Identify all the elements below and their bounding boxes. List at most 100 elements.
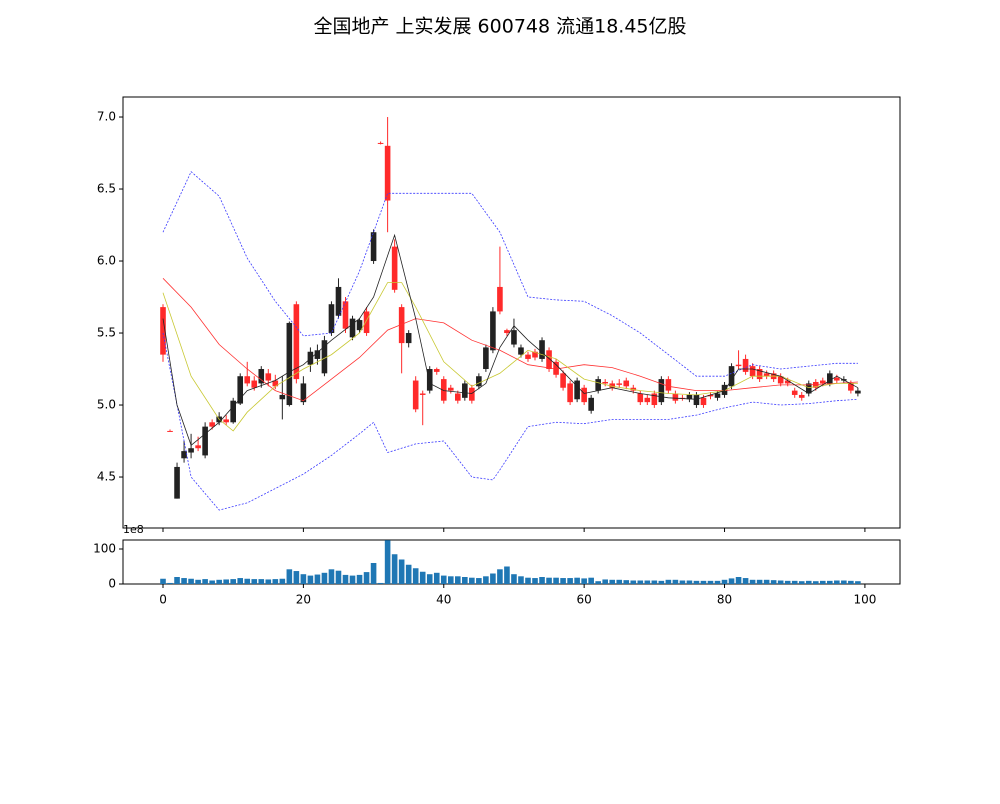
candle-body bbox=[539, 340, 545, 359]
volume-bar bbox=[251, 579, 258, 584]
volume-bar bbox=[349, 575, 356, 584]
volume-bar bbox=[216, 579, 222, 584]
volume-bar bbox=[181, 578, 187, 584]
volume-bar bbox=[791, 580, 798, 584]
candle-body bbox=[644, 397, 651, 403]
candle-body bbox=[749, 366, 756, 377]
volume-bar bbox=[286, 569, 293, 584]
candle-body bbox=[258, 369, 265, 384]
candle-body bbox=[251, 380, 258, 388]
volume-bar bbox=[223, 579, 229, 584]
volume-bar bbox=[841, 580, 847, 584]
candle-body bbox=[377, 142, 384, 144]
candle-body bbox=[483, 347, 489, 370]
volume-bar bbox=[272, 579, 279, 584]
volume-bar bbox=[749, 579, 756, 584]
volume-bar bbox=[265, 579, 272, 584]
x-tick-label: 20 bbox=[296, 593, 311, 607]
volume-bar bbox=[279, 578, 286, 584]
volume-bar bbox=[202, 579, 208, 584]
candle-body bbox=[391, 246, 398, 290]
candle-body bbox=[707, 394, 714, 397]
volume-bar bbox=[827, 580, 833, 584]
volume-bar bbox=[735, 576, 742, 584]
volume-bar bbox=[532, 578, 538, 584]
indicator-line bbox=[162, 332, 858, 511]
volume-bar bbox=[588, 577, 594, 584]
volume-bar bbox=[644, 580, 651, 584]
candle-body bbox=[637, 393, 644, 403]
volume-bar bbox=[244, 578, 251, 584]
candle-body bbox=[265, 373, 272, 381]
volume-bar bbox=[391, 554, 398, 584]
volume-bar bbox=[553, 577, 559, 584]
chart-title: 全国地产 上实发展 600748 流通18.45亿股 bbox=[313, 16, 686, 38]
y-tick-label: 7.0 bbox=[97, 110, 116, 124]
candle-body bbox=[279, 394, 286, 400]
y-tick-label: 5.0 bbox=[97, 398, 116, 412]
candle-body bbox=[581, 387, 587, 403]
candle-body bbox=[714, 393, 721, 398]
volume-bar bbox=[342, 574, 349, 584]
volume-bar bbox=[511, 574, 517, 584]
volume-bar bbox=[609, 579, 616, 584]
volume-bar bbox=[595, 581, 601, 584]
candle-body bbox=[188, 448, 194, 453]
candle-body bbox=[476, 376, 482, 387]
candle-body bbox=[405, 333, 412, 344]
candle-body bbox=[356, 320, 363, 331]
candle-body bbox=[791, 390, 798, 395]
candle-body bbox=[665, 379, 672, 391]
candle-body bbox=[440, 379, 447, 401]
candle-body bbox=[300, 383, 307, 403]
candle-body bbox=[588, 397, 594, 411]
x-tick-label: 40 bbox=[436, 593, 451, 607]
volume-bar bbox=[384, 540, 391, 584]
volume-bar bbox=[567, 578, 573, 584]
volume-bar bbox=[777, 580, 784, 584]
volume-bar bbox=[623, 580, 630, 584]
candle-body bbox=[735, 364, 742, 367]
volume-bar bbox=[707, 580, 714, 584]
candle-body bbox=[623, 380, 630, 387]
candle-body bbox=[658, 379, 665, 403]
volume-bar bbox=[356, 574, 363, 584]
volume-bar bbox=[637, 580, 644, 584]
volume-bar bbox=[693, 580, 700, 584]
candle-body bbox=[700, 397, 707, 406]
candle-body bbox=[462, 383, 468, 398]
candle-body bbox=[447, 387, 454, 391]
candle-body bbox=[609, 383, 616, 388]
candle-body bbox=[469, 387, 475, 401]
volume-bar bbox=[602, 579, 609, 584]
y-tick-label: 6.5 bbox=[97, 182, 116, 196]
candle-body bbox=[595, 379, 601, 391]
candle-body bbox=[553, 361, 559, 375]
volume-bar bbox=[462, 576, 468, 584]
candle-body bbox=[342, 301, 349, 329]
volume-bar bbox=[855, 581, 861, 584]
candle-body bbox=[237, 376, 244, 404]
volume-bar bbox=[574, 577, 580, 584]
volume-bar bbox=[377, 582, 384, 584]
indicator-line bbox=[162, 282, 858, 432]
indicator-line bbox=[162, 171, 858, 377]
volume-bar bbox=[195, 579, 201, 584]
indicator-line bbox=[162, 278, 858, 402]
volume-bar bbox=[230, 579, 236, 584]
volume-bar bbox=[784, 580, 791, 584]
volume-bar bbox=[307, 575, 314, 584]
volume-bar bbox=[728, 578, 735, 584]
candle-body bbox=[286, 322, 293, 406]
x-tick-label: 80 bbox=[717, 593, 732, 607]
volume-bar bbox=[300, 574, 307, 584]
volume-bar bbox=[630, 580, 637, 584]
candle-body bbox=[574, 380, 580, 400]
candle-body bbox=[511, 330, 517, 345]
candle-body bbox=[560, 373, 566, 388]
indicator-line bbox=[162, 233, 859, 446]
candle-body bbox=[497, 286, 503, 312]
candle-body bbox=[532, 351, 538, 358]
